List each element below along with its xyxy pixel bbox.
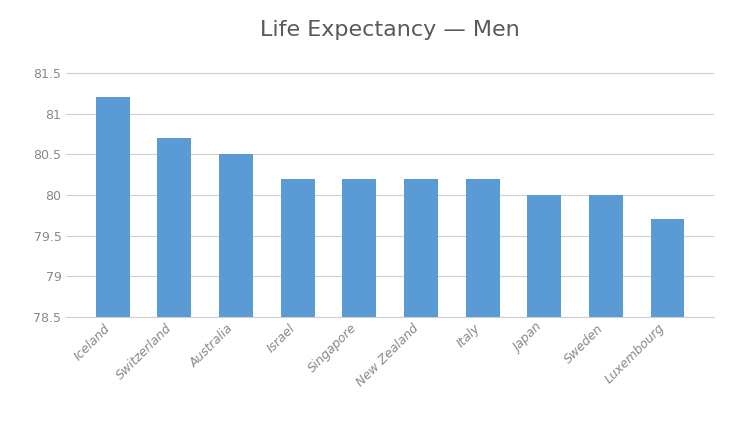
- Bar: [280, 179, 314, 440]
- Bar: [96, 98, 130, 440]
- Bar: [158, 138, 191, 440]
- Bar: [589, 195, 623, 440]
- Bar: [404, 179, 438, 440]
- Title: Life Expectancy — Men: Life Expectancy — Men: [261, 20, 520, 40]
- Bar: [466, 179, 500, 440]
- Bar: [219, 154, 253, 440]
- Bar: [342, 179, 376, 440]
- Bar: [527, 195, 561, 440]
- Bar: [651, 219, 684, 440]
